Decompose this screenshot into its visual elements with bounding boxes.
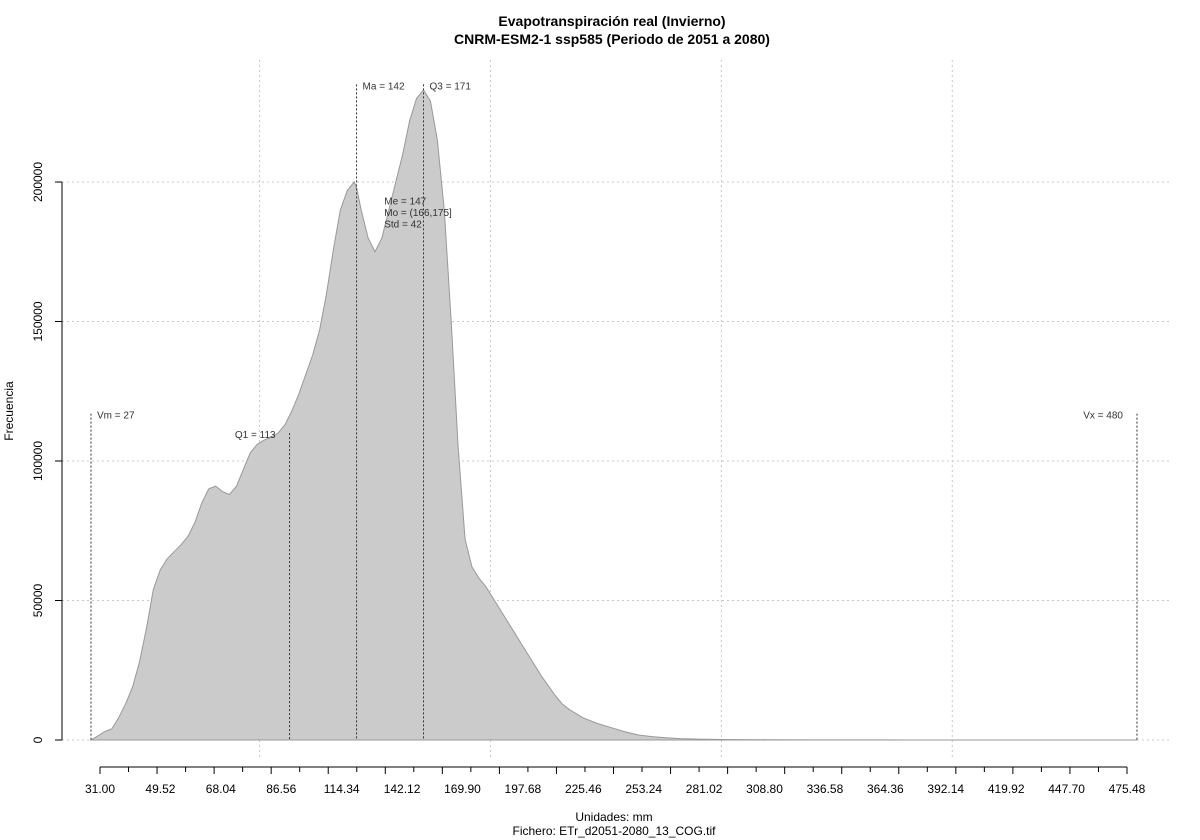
x-tick-label-14: 392.14 (927, 782, 964, 796)
x-tick-label-8: 225.46 (565, 782, 602, 796)
x-tick-label-10: 281.02 (686, 782, 723, 796)
x-tick-label-5: 142.12 (384, 782, 421, 796)
stat-line-0: Me = 147 (384, 196, 426, 207)
x-tick-label-7: 197.68 (505, 782, 542, 796)
y-tick-label-2: 100000 (31, 441, 45, 481)
x-tick-label-11: 308.80 (746, 782, 783, 796)
marker-label-3: Q3 = 171 (430, 81, 472, 92)
x-tick-label-17: 475.48 (1109, 782, 1146, 796)
x-tick-label-15: 419.92 (988, 782, 1025, 796)
y-axis-label: Frecuencia (2, 381, 16, 441)
y-tick-label-3: 150000 (31, 301, 45, 341)
x-tick-label-13: 364.36 (867, 782, 904, 796)
x-axis: 31.00 49.52 68.04 86.56 114.34 142.12 169.90 19… (85, 766, 1146, 796)
x-axis-label: Unidades: mm (575, 810, 652, 824)
marker-label-2: Ma = 142 (363, 81, 405, 92)
x-tick-label-1: 49.52 (145, 782, 175, 796)
file-name-footer: Fichero: ETr_d2051-2080_13_COG.tif (513, 824, 717, 838)
density-fill (89, 89, 1137, 741)
chart-title: Evapotranspiración real (Invierno) (498, 13, 725, 29)
marker-label-4: Vx = 480 (1083, 411, 1123, 422)
x-tick-label-0: 31.00 (85, 782, 115, 796)
stat-line-2: Std = 42 (384, 219, 422, 230)
x-tick-label-16: 447.70 (1048, 782, 1085, 796)
y-tick-label-0: 0 (31, 736, 45, 743)
x-tick-label-9: 253.24 (625, 782, 662, 796)
x-tick-label-2: 68.04 (206, 782, 236, 796)
y-tick-label-1: 50000 (31, 583, 45, 617)
chart-subtitle: CNRM-ESM2-1 ssp585 (Periodo de 2051 a 20… (454, 31, 770, 47)
density-area (89, 89, 1137, 741)
marker-label-0: Vm = 27 (97, 411, 135, 422)
statistic-markers: Vm = 27 Q1 = 113 Ma = 142 Q3 = 171 Vx = 480 (90, 81, 1138, 740)
stat-line-1: Mo = (166,175] (384, 208, 452, 219)
x-tick-label-3: 86.56 (266, 782, 296, 796)
x-tick-label-6: 169.90 (444, 782, 481, 796)
x-tick-label-12: 336.58 (807, 782, 844, 796)
y-tick-label-4: 200000 (31, 162, 45, 202)
y-axis: 0 50000 100000 150000 200000 (31, 162, 63, 743)
marker-label-1: Q1 = 113 (235, 430, 276, 441)
x-tick-label-4: 114.34 (324, 782, 360, 796)
